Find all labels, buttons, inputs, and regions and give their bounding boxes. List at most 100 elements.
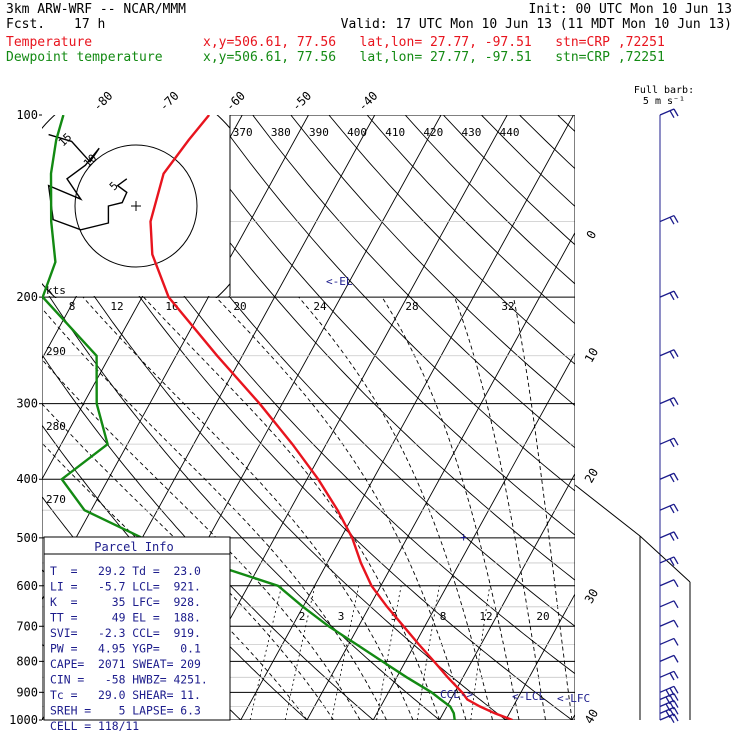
dry-adiabat	[290, 115, 575, 407]
barb-shaft	[659, 214, 675, 223]
parcel-info-row: CAPE= 2071 SWEAT= 209	[50, 657, 201, 671]
dry-adiabat	[252, 115, 575, 449]
barb-shaft	[659, 692, 675, 701]
barb-shaft	[659, 349, 675, 357]
parcel-info-row: T = 29.2 Td = 23.0	[50, 564, 201, 578]
init-time: Init: 00 UTC Mon 10 Jun 13	[528, 2, 733, 17]
barb-flag	[665, 689, 671, 698]
isotherm-line	[306, 231, 575, 720]
moist-adiabat	[454, 296, 546, 720]
mixing-ratio-label: 3	[338, 610, 345, 623]
sat-theta-label: 24	[313, 300, 327, 313]
dewpoint-location: x,y=506.61, 77.56 lat,lon= 27.77, -97.51…	[203, 50, 665, 65]
dry-adiabat	[214, 115, 575, 492]
dry-adiabat	[442, 115, 575, 246]
pressure-tick-label: 900	[16, 685, 38, 699]
wind-barb	[659, 349, 679, 359]
barb-flag	[669, 474, 675, 483]
barb-flag	[669, 439, 675, 448]
pressure-tick-label: 1000	[9, 713, 38, 727]
moist-adiabat	[42, 358, 361, 720]
pressure-axis: 100 200 300 400 500 600 700 800 900 1000	[9, 108, 42, 727]
mixing-ratio-label: 20	[536, 610, 549, 623]
wind-barb	[659, 290, 679, 301]
sat-theta-label: 20	[233, 300, 246, 313]
isotherm-label: 30	[582, 586, 601, 606]
dry-adiabat	[328, 115, 575, 365]
barb-flag	[673, 531, 679, 540]
frame-slant	[574, 484, 641, 537]
mixing-ratio-line	[284, 585, 316, 720]
dry-adiabat	[176, 115, 575, 536]
barb-key-title: Full barb:	[634, 85, 694, 96]
dry-adiabat	[596, 115, 740, 720]
barb-flag	[673, 700, 679, 708]
pressure-tick-label: 700	[16, 619, 38, 633]
moist-adiabat	[143, 296, 440, 720]
theta-label: 420	[423, 126, 443, 139]
barb-flag	[669, 694, 675, 703]
barb-flag	[673, 619, 679, 628]
wind-barb	[659, 503, 679, 514]
barb-flag	[669, 292, 675, 301]
isotherm-line	[42, 115, 309, 601]
mixing-ratio-line	[249, 585, 283, 720]
parcel-info-row: Tc = 29.0 SHEAR= 11.	[50, 688, 201, 702]
barb-flag	[665, 703, 671, 712]
isotherm-label: 0	[584, 228, 600, 241]
wind-barb	[659, 670, 679, 681]
isotherm-line	[571, 713, 575, 720]
barb-flag	[673, 108, 679, 117]
moist-adiabat	[42, 307, 387, 720]
barb-flag	[673, 437, 679, 446]
mixing-ratio-line	[331, 585, 360, 720]
forecast-label: Fcst.	[6, 17, 46, 32]
theta-left-label: 270	[46, 493, 66, 506]
barb-flag	[665, 710, 671, 719]
mixing-ratio-label: 12	[479, 610, 492, 623]
parcel-info-row: CIN = -58 HWBZ= 4251.	[50, 673, 208, 687]
sat-theta-label: 12	[110, 300, 123, 313]
theta-label: 370	[233, 126, 253, 139]
barb-flag	[665, 696, 671, 705]
wind-barb	[659, 214, 679, 225]
valid-time: Valid: 17 UTC Mon 10 Jun 13 (11 MDT Mon …	[340, 17, 732, 32]
barb-flag	[669, 558, 675, 566]
wind-barb	[659, 713, 679, 724]
wind-barb	[659, 706, 679, 719]
barb-shaft	[659, 670, 675, 678]
theta-label: 430	[461, 126, 481, 139]
hodograph-units: kts	[46, 284, 66, 297]
wind-barb	[659, 685, 679, 698]
pressure-tick-label: 600	[16, 579, 38, 593]
wind-barb-column: Full barb:5 m s⁻¹	[574, 85, 694, 724]
barb-flag	[673, 397, 679, 405]
sat-theta-label: 8	[69, 300, 76, 313]
el-marker: <-EL	[326, 275, 353, 288]
theta-left-label: 290	[46, 345, 66, 358]
barb-flag	[673, 670, 679, 679]
model-title: 3km ARW-WRF -- NCAR/MMM	[6, 2, 187, 17]
wind-barb	[659, 692, 679, 705]
parcel-info-row: K = 35 LFC= 928.	[50, 595, 201, 609]
wind-barb	[659, 619, 679, 628]
parcel-info-row: CELL = 118/11	[50, 719, 139, 733]
barb-shaft	[659, 713, 675, 721]
forecast-hours: 17 h	[74, 17, 106, 32]
top-isotherm-label: -40	[355, 89, 380, 114]
pressure-tick-label: 400	[16, 472, 38, 486]
barb-flag	[673, 638, 679, 646]
barb-flag	[669, 399, 675, 407]
dry-adiabat	[481, 115, 575, 208]
isotherm-line	[439, 472, 575, 720]
barb-flag	[669, 505, 675, 514]
moist-adiabat	[298, 296, 493, 720]
wind-barb	[659, 654, 679, 663]
barb-flag	[669, 351, 675, 359]
wind-barb	[659, 556, 679, 566]
barb-flag	[673, 579, 679, 588]
isotherm-line	[638, 115, 740, 720]
theta-label: 440	[500, 126, 520, 139]
barb-flag	[669, 708, 675, 717]
barb-shaft	[659, 579, 675, 587]
